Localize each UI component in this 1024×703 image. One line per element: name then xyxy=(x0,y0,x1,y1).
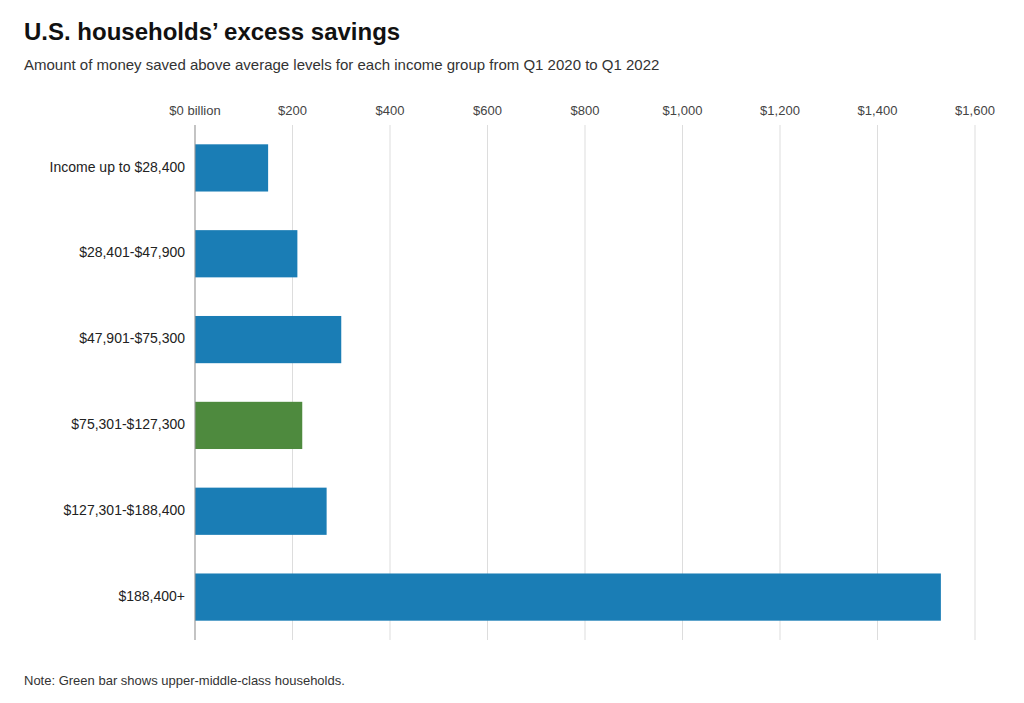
background xyxy=(0,0,1024,703)
x-axis: $0 billion $200 $400 $600 $800 $1,000 $1,200 $1… xyxy=(169,103,995,118)
x-tick-label: $200 xyxy=(278,103,307,118)
bar xyxy=(195,144,268,191)
grid-line xyxy=(877,125,878,640)
grid-line xyxy=(585,125,586,640)
grid-line xyxy=(292,125,293,640)
x-tick-label: $600 xyxy=(473,103,502,118)
bars xyxy=(195,144,941,620)
title: U.S. households’ excess savings xyxy=(24,18,400,45)
subtitle: Amount of money saved above average leve… xyxy=(24,56,659,73)
y-tick-label: $28,401-$47,900 xyxy=(79,244,185,260)
page: {"chart_data": {"type": "bar", "orientat… xyxy=(0,0,1024,703)
x-tick-label: $1,600 xyxy=(955,103,995,118)
x-tick-label: $0 billion xyxy=(169,103,220,118)
note: Note: Green bar shows upper-middle-class… xyxy=(24,673,345,688)
x-tick-label: $1,400 xyxy=(858,103,898,118)
y-tick-label: $127,301-$188,400 xyxy=(64,502,186,518)
grid-line xyxy=(487,125,488,640)
chart: U.S. households’ excess savings Amount of… xyxy=(0,0,1024,703)
grid-line xyxy=(195,125,196,640)
grid xyxy=(195,125,975,640)
x-tick-label: $1,000 xyxy=(663,103,703,118)
y-tick-label: $75,301-$127,300 xyxy=(71,416,185,432)
grid-line xyxy=(975,125,976,640)
chart-container: U.S. households’ excess savings Amount of… xyxy=(0,0,1024,703)
bar xyxy=(195,488,327,535)
bar xyxy=(195,230,297,277)
grid-line xyxy=(682,125,683,640)
x-tick-label: $400 xyxy=(376,103,405,118)
y-tick-label: $47,901-$75,300 xyxy=(79,330,185,346)
bar xyxy=(195,316,341,363)
y-tick-label: $188,400+ xyxy=(118,588,185,604)
bar xyxy=(195,402,302,449)
y-axis: Income up to $28,400 $28,401-$47,900 $47,9… xyxy=(50,159,186,604)
y-tick-label: Income up to $28,400 xyxy=(50,159,186,175)
bar xyxy=(195,573,941,620)
grid-line xyxy=(390,125,391,640)
grid-line xyxy=(780,125,781,640)
x-tick-label: $1,200 xyxy=(760,103,800,118)
x-tick-label: $800 xyxy=(571,103,600,118)
axis-line xyxy=(195,125,196,640)
